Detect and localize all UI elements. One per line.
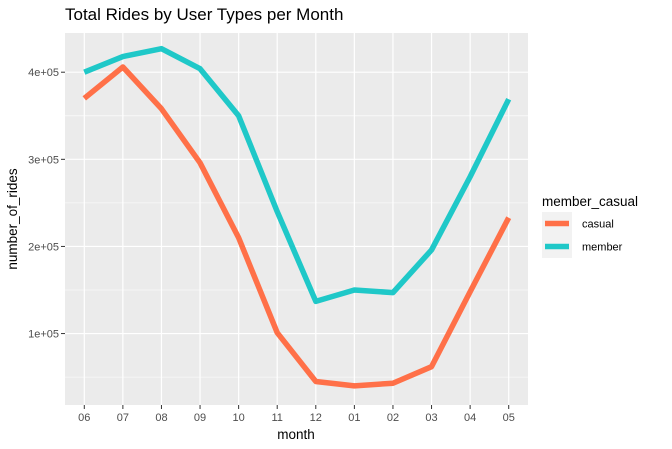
- y-tick-label: 3e+05: [28, 154, 59, 166]
- series-line-member: [83, 45, 512, 305]
- legend-label-member: member: [582, 242, 623, 254]
- x-tick-label: 10: [233, 412, 245, 424]
- x-tick-label: 09: [194, 412, 206, 424]
- major-gridlines: [65, 33, 528, 405]
- x-tick-label: 08: [155, 412, 167, 424]
- x-tick-label: 01: [348, 412, 360, 424]
- legend-title: member_casual: [542, 194, 638, 209]
- y-tick-label: 1e+05: [28, 329, 59, 341]
- x-tick-label: 12: [310, 412, 322, 424]
- minor-gridlines: [65, 115, 528, 378]
- series-lines: [82, 45, 512, 389]
- x-tick-label: 06: [78, 412, 90, 424]
- y-axis-title: number_of_rides: [5, 168, 20, 270]
- x-tick-label: 05: [503, 412, 515, 424]
- x-tick-label: 04: [464, 412, 476, 424]
- x-axis-title: month: [277, 427, 315, 442]
- y-axis: 1e+05 2e+05 3e+05 4e+05: [28, 67, 65, 341]
- series-line-casual: [82, 64, 512, 389]
- legend-items: casual member: [542, 212, 623, 258]
- x-tick-label: 02: [387, 412, 399, 424]
- legend-label-casual: casual: [582, 219, 614, 231]
- x-tick-label: 07: [117, 412, 129, 424]
- legend: member_casual casual member: [542, 194, 638, 258]
- y-tick-label: 2e+05: [28, 241, 59, 253]
- plot-panel: [65, 33, 528, 405]
- x-tick-label: 03: [425, 412, 437, 424]
- x-axis: 06 07 08 09 10 11 12 01 02 03 04 05: [78, 405, 515, 424]
- chart-title: Total Rides by User Types per Month: [65, 5, 343, 24]
- x-tick-label: 11: [271, 412, 282, 424]
- y-tick-label: 4e+05: [28, 67, 59, 79]
